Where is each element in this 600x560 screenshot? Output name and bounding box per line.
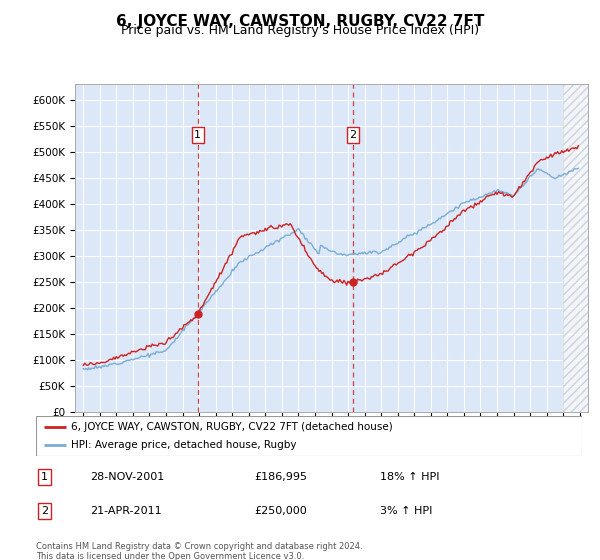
Text: 3% ↑ HPI: 3% ↑ HPI xyxy=(380,506,433,516)
Text: £186,995: £186,995 xyxy=(254,472,307,482)
Bar xyxy=(563,84,588,412)
Text: 6, JOYCE WAY, CAWSTON, RUGBY, CV22 7FT (detached house): 6, JOYCE WAY, CAWSTON, RUGBY, CV22 7FT (… xyxy=(71,422,393,432)
Text: 2: 2 xyxy=(41,506,48,516)
Text: 1: 1 xyxy=(41,472,47,482)
Text: 1: 1 xyxy=(194,130,201,140)
Text: Price paid vs. HM Land Registry's House Price Index (HPI): Price paid vs. HM Land Registry's House … xyxy=(121,24,479,37)
Text: 21-APR-2011: 21-APR-2011 xyxy=(91,506,162,516)
Text: 6, JOYCE WAY, CAWSTON, RUGBY, CV22 7FT: 6, JOYCE WAY, CAWSTON, RUGBY, CV22 7FT xyxy=(116,14,484,29)
Text: 18% ↑ HPI: 18% ↑ HPI xyxy=(380,472,439,482)
Text: £250,000: £250,000 xyxy=(254,506,307,516)
Text: 2: 2 xyxy=(349,130,356,140)
Text: 28-NOV-2001: 28-NOV-2001 xyxy=(91,472,165,482)
Text: HPI: Average price, detached house, Rugby: HPI: Average price, detached house, Rugb… xyxy=(71,440,297,450)
Text: Contains HM Land Registry data © Crown copyright and database right 2024.
This d: Contains HM Land Registry data © Crown c… xyxy=(36,542,362,560)
